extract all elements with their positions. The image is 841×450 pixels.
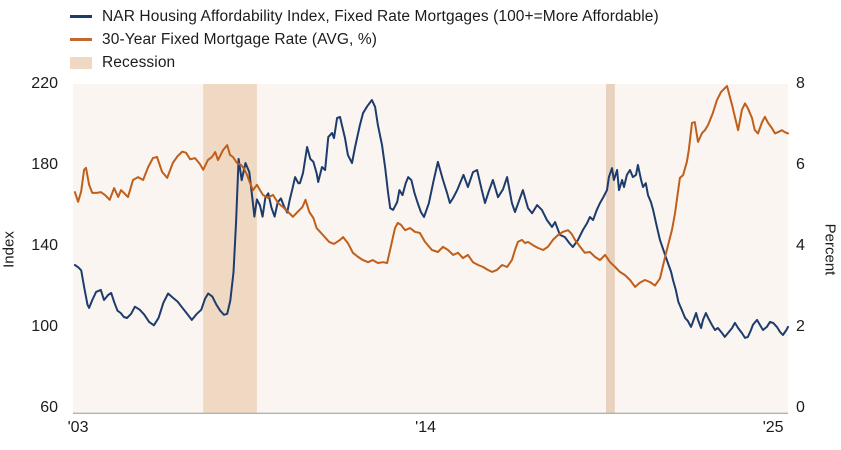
- affordability-index-line-swatch-icon: [70, 15, 92, 18]
- right-axis-tick-label: 4: [796, 236, 805, 254]
- left-axis-tick-label: 220: [31, 75, 58, 92]
- series-line-affordability-index: [73, 99, 789, 339]
- left-axis-tick-label: 60: [40, 398, 58, 416]
- mortgage-rate-line-swatch-icon: [70, 38, 92, 41]
- x-axis-tick-label: '25: [762, 419, 784, 436]
- right-axis-tick-label: 2: [796, 317, 805, 335]
- right-axis-tick-label: 6: [796, 155, 805, 173]
- legend-item-label: NAR Housing Affordability Index, Fixed R…: [102, 7, 659, 25]
- x-axis-tick-label: '14: [415, 419, 437, 436]
- chart-canvas: [73, 84, 789, 414]
- left-axis-tick-label: 100: [31, 317, 58, 335]
- plot-area: [73, 84, 789, 414]
- x-axis-tick-label: '03: [67, 419, 89, 436]
- right-axis-tick-label: 8: [796, 75, 805, 92]
- series-line-mortgage-rate: [73, 85, 789, 288]
- recession-box-swatch-icon: [70, 56, 92, 69]
- recession-band: [203, 84, 257, 414]
- left-axis-tick-label: 140: [31, 236, 58, 254]
- legend-item-affordability-index: NAR Housing Affordability Index, Fixed R…: [70, 5, 659, 28]
- legend-item-label: Recession: [102, 53, 176, 71]
- legend-item-recession: Recession: [70, 51, 659, 74]
- right-axis-tick-label: 0: [796, 398, 805, 416]
- legend-item-label: 30-Year Fixed Mortgage Rate (AVG, %): [102, 30, 377, 48]
- recession-band: [606, 84, 615, 414]
- left-axis-tick-label: 180: [31, 155, 58, 173]
- legend-item-mortgage-rate: 30-Year Fixed Mortgage Rate (AVG, %): [70, 28, 659, 51]
- legend: NAR Housing Affordability Index, Fixed R…: [70, 5, 659, 74]
